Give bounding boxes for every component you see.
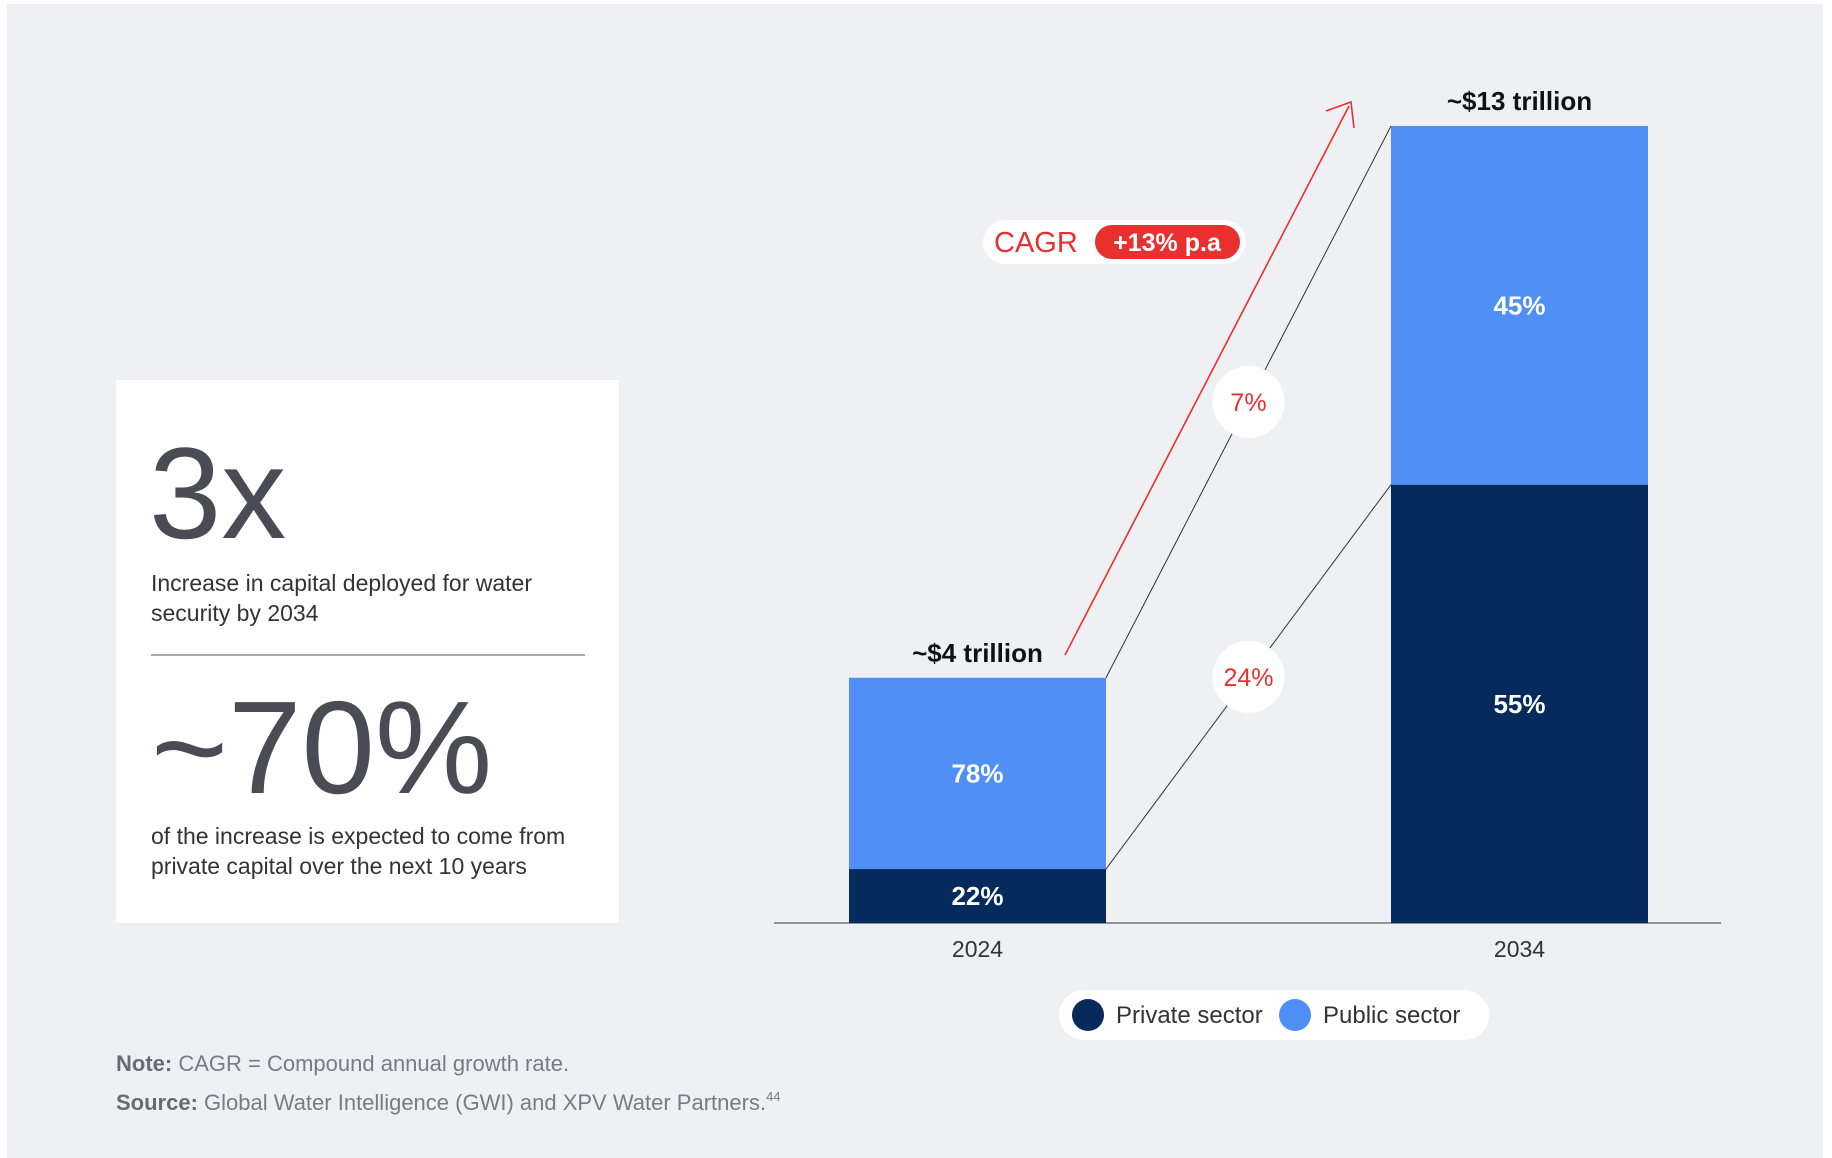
cagr-label: CAGR [994,227,1078,259]
highlight-card [116,380,619,923]
cagr-value: +13% p.a [1113,229,1222,257]
bar-segment [849,677,1106,870]
growth-badge [1212,365,1285,438]
highlight-figure: 3x [149,420,286,566]
legend-swatch [1279,999,1311,1031]
segment-label: 55% [1493,689,1545,719]
legend-swatch [1072,999,1104,1031]
legend [1059,990,1489,1040]
highlight-text: of the increase is expected to come from [151,823,565,849]
total-label: ~$13 trillion [1447,86,1592,116]
legend-label: Public sector [1323,1002,1460,1029]
x-tick-label: 2024 [952,936,1003,962]
bar-segment [1391,126,1648,485]
segment-label: 22% [951,881,1003,911]
note: Note: CAGR = Compound annual growth rate… [116,1051,569,1076]
highlight-text: private capital over the next 10 years [151,853,527,879]
growth-arrow [1064,105,1350,656]
arrow-head [1325,100,1355,129]
highlight-text: security by 2034 [151,600,319,626]
total-label: ~$4 trillion [912,638,1043,668]
highlight-text: Increase in capital deployed for water [151,570,532,596]
growth-badge [1212,640,1285,713]
segment-label: 45% [1493,290,1545,320]
highlight-figure: ~70% [151,674,492,821]
bar-segment [1391,484,1648,923]
cagr-pill [1095,225,1240,259]
segment-label: 78% [951,758,1003,788]
bar-segment [849,869,1106,923]
x-tick-label: 2034 [1494,936,1545,962]
legend-label: Private sector [1116,1002,1263,1029]
growth-label: 7% [1230,389,1266,417]
growth-label: 24% [1223,664,1273,692]
source: Source: Global Water Intelligence (GWI) … [116,1089,781,1115]
